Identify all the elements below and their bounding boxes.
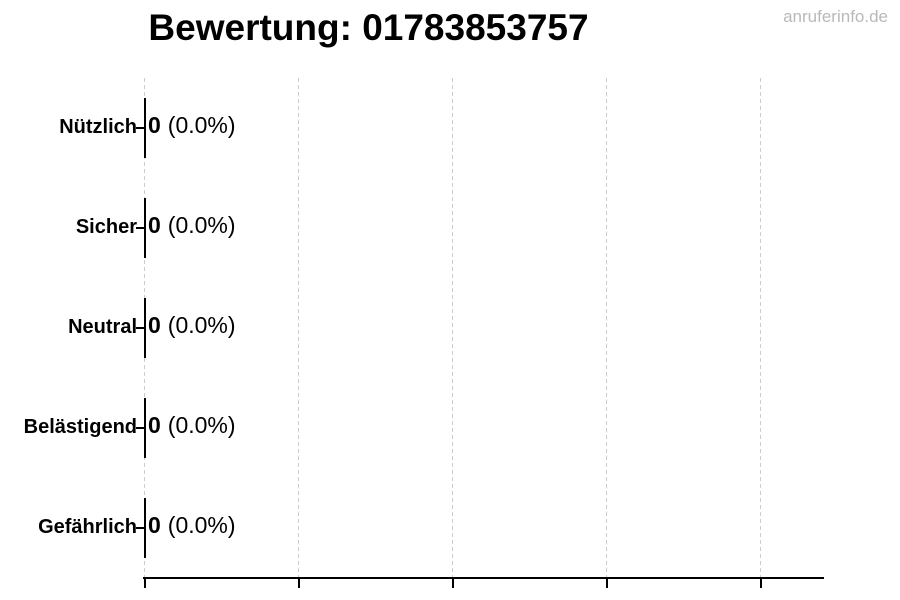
watermark: anruferinfo.de xyxy=(783,7,888,26)
x-axis-tick xyxy=(144,579,146,588)
y-axis-tick xyxy=(136,327,144,329)
bar-count: 0 xyxy=(148,312,161,338)
zero-bar xyxy=(144,498,146,558)
category-label: Belästigend xyxy=(23,416,137,438)
gridline xyxy=(452,78,453,577)
zero-bar xyxy=(144,198,146,258)
bar-value-label: 0 (0.0%) xyxy=(148,510,236,540)
y-axis-tick xyxy=(136,527,144,529)
bar-count: 0 xyxy=(148,112,161,138)
bar-count: 0 xyxy=(148,512,161,538)
bar-value-label: 0 (0.0%) xyxy=(148,110,236,140)
gridline xyxy=(298,78,299,577)
bar-percent: (0.0%) xyxy=(167,112,236,138)
bar-percent: (0.0%) xyxy=(167,412,236,438)
bar-value-label: 0 (0.0%) xyxy=(148,210,236,240)
zero-bar xyxy=(144,398,146,458)
bar-count: 0 xyxy=(148,212,161,238)
x-axis-tick xyxy=(606,579,608,588)
category-label: Sicher xyxy=(75,216,137,238)
x-axis-tick xyxy=(760,579,762,588)
bar-value-label: 0 (0.0%) xyxy=(148,310,236,340)
gridline xyxy=(606,78,607,577)
chart-title: Bewertung: 01783853757 xyxy=(148,7,589,48)
zero-bar xyxy=(144,98,146,158)
x-axis-tick xyxy=(452,579,454,588)
x-axis-line xyxy=(143,577,824,579)
category-label: Nützlich xyxy=(59,116,137,138)
y-axis-tick xyxy=(136,427,144,429)
y-axis-tick xyxy=(136,127,144,129)
bar-value-label: 0 (0.0%) xyxy=(148,410,236,440)
bar-percent: (0.0%) xyxy=(167,212,236,238)
category-label: Gefährlich xyxy=(38,516,137,538)
category-label: Neutral xyxy=(68,316,137,338)
bar-percent: (0.0%) xyxy=(167,312,236,338)
bar-count: 0 xyxy=(148,412,161,438)
y-axis-tick xyxy=(136,227,144,229)
zero-bar xyxy=(144,298,146,358)
x-axis-tick xyxy=(298,579,300,588)
bar-percent: (0.0%) xyxy=(167,512,236,538)
gridline xyxy=(760,78,761,577)
